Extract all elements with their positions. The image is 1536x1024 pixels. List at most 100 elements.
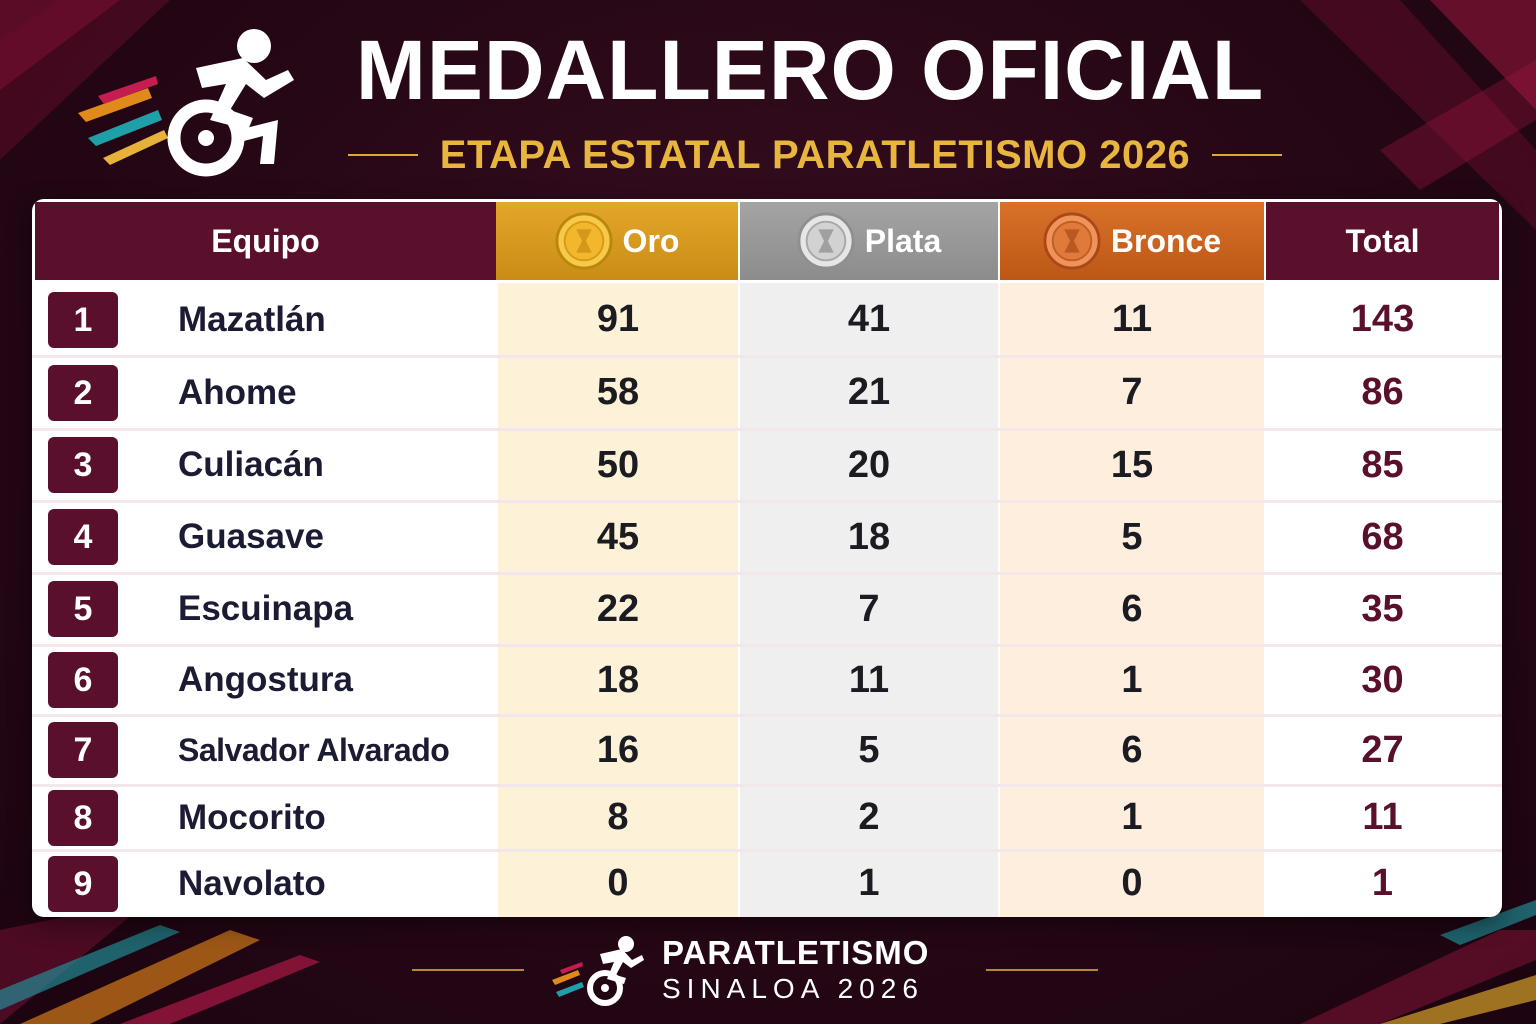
rank-badge: 4: [48, 509, 118, 565]
row-separator: [32, 500, 1502, 503]
silver-medal-icon: [797, 212, 855, 270]
bronze-count: 1: [1121, 796, 1143, 838]
page-subtitle: ETAPA ESTATAL PARATLETISMO 2026: [439, 132, 1191, 177]
total-count: 143: [1350, 298, 1415, 340]
team-name: Salvador Alvarado: [178, 731, 450, 768]
table-row: 4 Guasave 45 18 5 68: [32, 501, 1502, 573]
gold-count: 58: [596, 371, 640, 413]
row-separator: [32, 784, 1502, 787]
silver-count: 2: [858, 796, 880, 838]
footer-divider-line: [986, 969, 1098, 971]
bronze-count: 1: [1121, 658, 1143, 701]
divider-line: [1212, 154, 1283, 156]
page-title: MEDALLERO OFICIAL: [355, 23, 1265, 117]
bronze-count: 0: [1121, 862, 1143, 904]
silver-count: 18: [847, 515, 891, 558]
footer: [0, 925, 1536, 1024]
team-name: Navolato: [178, 863, 326, 903]
header: MEDALLERO OFICIAL ETAPA ESTATAL PARATLET…: [0, 0, 1536, 195]
team-name: Mazatlán: [178, 299, 326, 339]
footer-brand-line2: SINALOA 2026: [662, 973, 924, 1004]
team-name: Culiacán: [178, 445, 324, 484]
column-header-bronze-label: Bronce: [1110, 222, 1222, 259]
gold-medal-icon: [555, 212, 613, 270]
divider-line: [347, 154, 418, 156]
bronze-count: 6: [1121, 587, 1143, 630]
team-name: Escuinapa: [178, 589, 354, 628]
table-row: 7 Salvador Alvarado 16 5 6 27: [32, 715, 1502, 785]
total-count: 35: [1361, 587, 1404, 630]
rank-badge: 3: [48, 437, 118, 493]
gold-count: 16: [596, 728, 640, 771]
gold-count: 91: [596, 298, 640, 340]
table-header: Equipo Oro Plata Bronce: [32, 199, 1502, 283]
rank-badge: 5: [48, 581, 118, 637]
rank-badge: 9: [48, 856, 118, 912]
silver-count: 11: [848, 658, 890, 701]
silver-count: 41: [847, 298, 891, 340]
bronze-count: 15: [1110, 443, 1154, 486]
total-count: 68: [1361, 515, 1404, 558]
column-header-total-label: Total: [1345, 222, 1420, 259]
gold-count: 18: [596, 658, 640, 701]
wheelchair-athlete-icon: [78, 29, 294, 177]
bronze-count: 6: [1121, 728, 1143, 771]
subtitle-row: ETAPA ESTATAL PARATLETISMO 2026: [300, 132, 1330, 178]
silver-count: 21: [847, 371, 891, 413]
table-row: 1 Mazatlán 91 41 11 143: [32, 283, 1502, 356]
table-row: 2 Ahome 58 21 7 86: [32, 356, 1502, 429]
column-header-silver: Plata: [740, 202, 998, 280]
footer-brand-line1: PARATLETISMO: [662, 934, 930, 971]
silver-count: 7: [858, 587, 880, 630]
row-separator: [32, 572, 1502, 575]
total-count: 27: [1361, 728, 1404, 771]
silver-count: 1: [858, 862, 880, 904]
bronze-count: 7: [1121, 371, 1143, 413]
column-header-team: Equipo: [35, 202, 496, 280]
team-name: Guasave: [178, 517, 324, 556]
row-separator: [32, 428, 1502, 431]
bronze-medal-icon: [1043, 212, 1101, 270]
footer-divider-line: [412, 969, 524, 971]
gold-count: 22: [596, 587, 640, 630]
rank-badge: 6: [48, 652, 118, 708]
medal-table: Equipo Oro Plata Bronce: [32, 199, 1502, 917]
total-count: 11: [1362, 796, 1403, 838]
table-row: 8 Mocorito 8 2 1 11: [32, 785, 1502, 850]
row-separator: [32, 355, 1502, 358]
silver-count: 20: [847, 443, 891, 486]
column-header-gold-label: Oro: [622, 222, 680, 259]
silver-count: 5: [858, 728, 880, 771]
wheelchair-athlete-icon: [552, 936, 644, 1006]
bronze-count: 5: [1121, 515, 1143, 558]
rank-badge: 8: [48, 790, 118, 846]
team-name: Mocorito: [178, 797, 326, 837]
table-row: 3 Culiacán 50 20 15 85: [32, 429, 1502, 501]
team-name: Ahome: [178, 372, 297, 412]
gold-count: 0: [607, 862, 629, 904]
total-count: 86: [1361, 371, 1404, 413]
bronze-column-background: [1000, 283, 1264, 917]
table-row: 6 Angostura 18 11 1 30: [32, 645, 1502, 715]
bronze-count: 11: [1111, 298, 1153, 340]
row-separator: [32, 714, 1502, 717]
column-header-silver-label: Plata: [864, 222, 942, 259]
row-separator: [32, 849, 1502, 852]
silver-column-background: [740, 283, 998, 917]
column-header-team-label: Equipo: [211, 222, 320, 259]
column-header-gold: Oro: [496, 202, 738, 280]
rank-badge: 7: [48, 722, 118, 778]
team-name: Angostura: [178, 660, 353, 699]
table-row: 9 Navolato 0 1 0 1: [32, 850, 1502, 917]
column-header-total: Total: [1266, 202, 1499, 280]
total-count: 85: [1361, 443, 1404, 486]
gold-count: 8: [607, 796, 629, 838]
gold-count: 50: [596, 443, 640, 486]
row-separator: [32, 644, 1502, 647]
rank-badge: 1: [48, 292, 118, 348]
total-count: 30: [1361, 658, 1404, 701]
column-header-bronze: Bronce: [1000, 202, 1264, 280]
table-row: 5 Escuinapa 22 7 6 35: [32, 573, 1502, 645]
gold-column-background: [498, 283, 738, 917]
rank-badge: 2: [48, 365, 118, 421]
